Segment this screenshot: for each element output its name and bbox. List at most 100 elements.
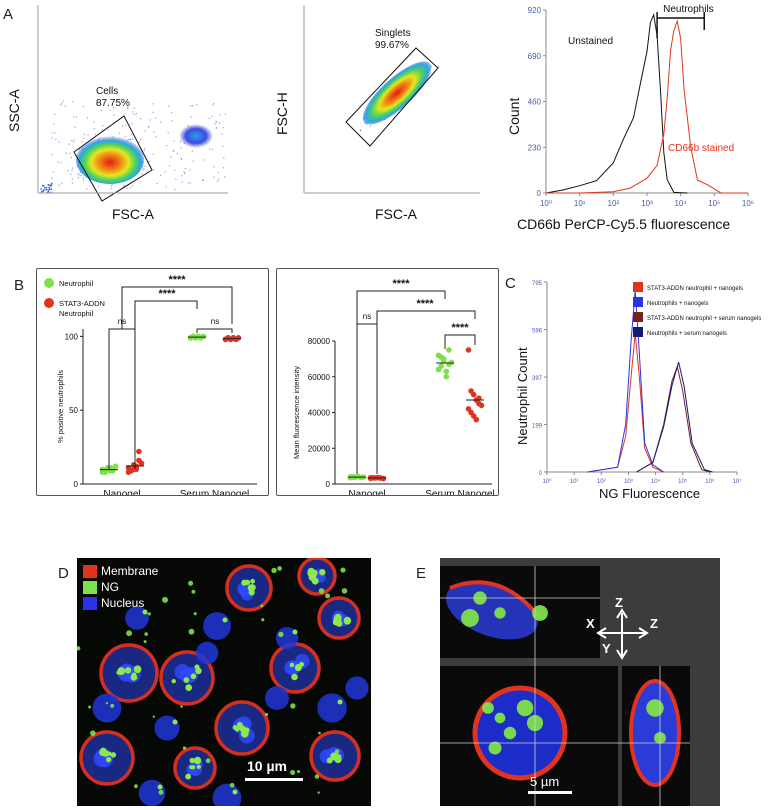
data-point [136,448,142,455]
y-tick-label: 199 [532,423,543,429]
nucleus [195,641,219,665]
nanogel [110,703,115,708]
event-dot [183,171,185,173]
nanogel [482,702,494,714]
event-dot [40,191,43,193]
event-dot [122,186,124,188]
nanogel [158,789,164,795]
y-tick-label: 80000 [308,337,331,346]
event-dot [159,174,162,176]
event-dot [102,125,104,127]
debris-density [179,124,213,148]
event-dot [51,177,53,179]
histogram-series-unstained [545,13,688,194]
cd66b-xlabel: CD66b PerCP-Cy5.5 fluorescence [517,216,731,232]
nanogel [116,670,121,675]
event-dot [366,123,368,125]
event-dot [430,65,432,68]
category-label: Nanogel [348,489,385,495]
micrograph-e: Z X Z Y 5 µm [440,558,720,806]
event-dot [132,111,134,113]
event-dot [95,101,98,103]
singlets-gate[interactable] [345,47,439,147]
event-dot [128,138,130,140]
nanogel [250,578,255,584]
significance-bracket [108,328,136,469]
pct-positive-chart-box: 0 50 100 % positive neutrophils Nanogel Serum… [36,268,269,500]
nanogel [142,609,148,615]
cd66b-ylabel: Count [506,97,522,135]
event-dot [54,113,56,115]
event-dot [63,100,65,102]
event-dot [53,123,55,125]
scale-bar-d-label: 10 µm [247,758,287,774]
event-dot [184,167,186,170]
ng-histogram-svg: 0 199 397 596 795 10⁰ 10¹ 10² 10³ 10⁴ 10⁵ 10⁶ 10⁷ STA… [532,281,761,485]
event-dot [124,135,126,138]
event-dot [179,141,181,143]
ng-series [587,333,664,473]
nanogel [343,616,352,625]
panel-label-e: E [416,565,427,582]
event-dot [50,188,53,190]
legend-nucleus-label: Nucleus [101,596,145,610]
significance-bracket [444,334,476,349]
event-dot [153,131,155,133]
event-dot [175,178,177,180]
nanogel [503,726,517,740]
y-tick-label: 40000 [308,409,331,418]
nanogel [243,727,250,734]
event-dot [123,185,125,187]
nanogel [182,746,187,750]
event-dot [71,169,73,171]
event-dot [47,189,49,191]
legend-label: STAT3-ADDN neutrophil + nanogels [647,286,743,292]
flow-plot-cells: SSC-A FSC-A Cells 87.75% [0,0,230,240]
legend-swatch [633,327,643,337]
event-dot [438,66,440,68]
event-dot [184,172,186,174]
nanogel [532,605,548,621]
x-tick-label: 10⁵ [708,199,720,208]
y-tick-label: 0 [537,189,542,198]
nanogel [183,677,190,683]
event-dot [174,188,176,190]
x-tick-label: 10¹ [574,199,586,208]
event-dot [143,168,145,170]
x-tick-label: 10⁶ [742,199,754,208]
event-dot [138,141,140,143]
nanogel [332,752,340,760]
event-dot [222,127,225,129]
x-tick-label: 10⁷ [733,478,742,485]
significance-bracket [121,286,233,329]
nanogel [143,640,147,644]
event-dot [42,185,45,187]
category-label: Serum Nanogel [425,489,494,495]
event-dot [224,113,227,115]
axis-z-top: Z [615,595,623,610]
event-dot [48,186,51,189]
event-dot [127,106,129,108]
legend-ng-label: NG [101,580,119,594]
nanogel [88,705,92,709]
event-dot [139,181,142,183]
legend-label: STAT3-ADDN neutrophil + serum nanogels [647,316,761,322]
event-dot [360,129,362,131]
x-tick-label: 10⁰ [540,199,552,208]
nanogel [290,703,296,709]
neutrophil-gate-label: Neutrophils [663,4,714,15]
event-dot [165,186,167,188]
nanogel [190,673,197,680]
cells-gate[interactable] [73,115,153,202]
cd66b-histogram-svg: 0 230 460 690 920 10⁰ 10¹ 10² 10³ 10⁴ 10⁵ 10⁶ Neutro… [528,4,754,208]
nanogel [188,580,194,586]
category-label: Nanogel [103,489,140,495]
nanogel [326,757,333,764]
nanogel [110,752,117,758]
event-dot [223,157,225,159]
cells-gate-label: Cells [96,86,119,97]
nanogel [277,566,282,571]
event-dot [166,144,168,147]
nucleus [154,715,180,741]
event-dot [107,129,109,131]
